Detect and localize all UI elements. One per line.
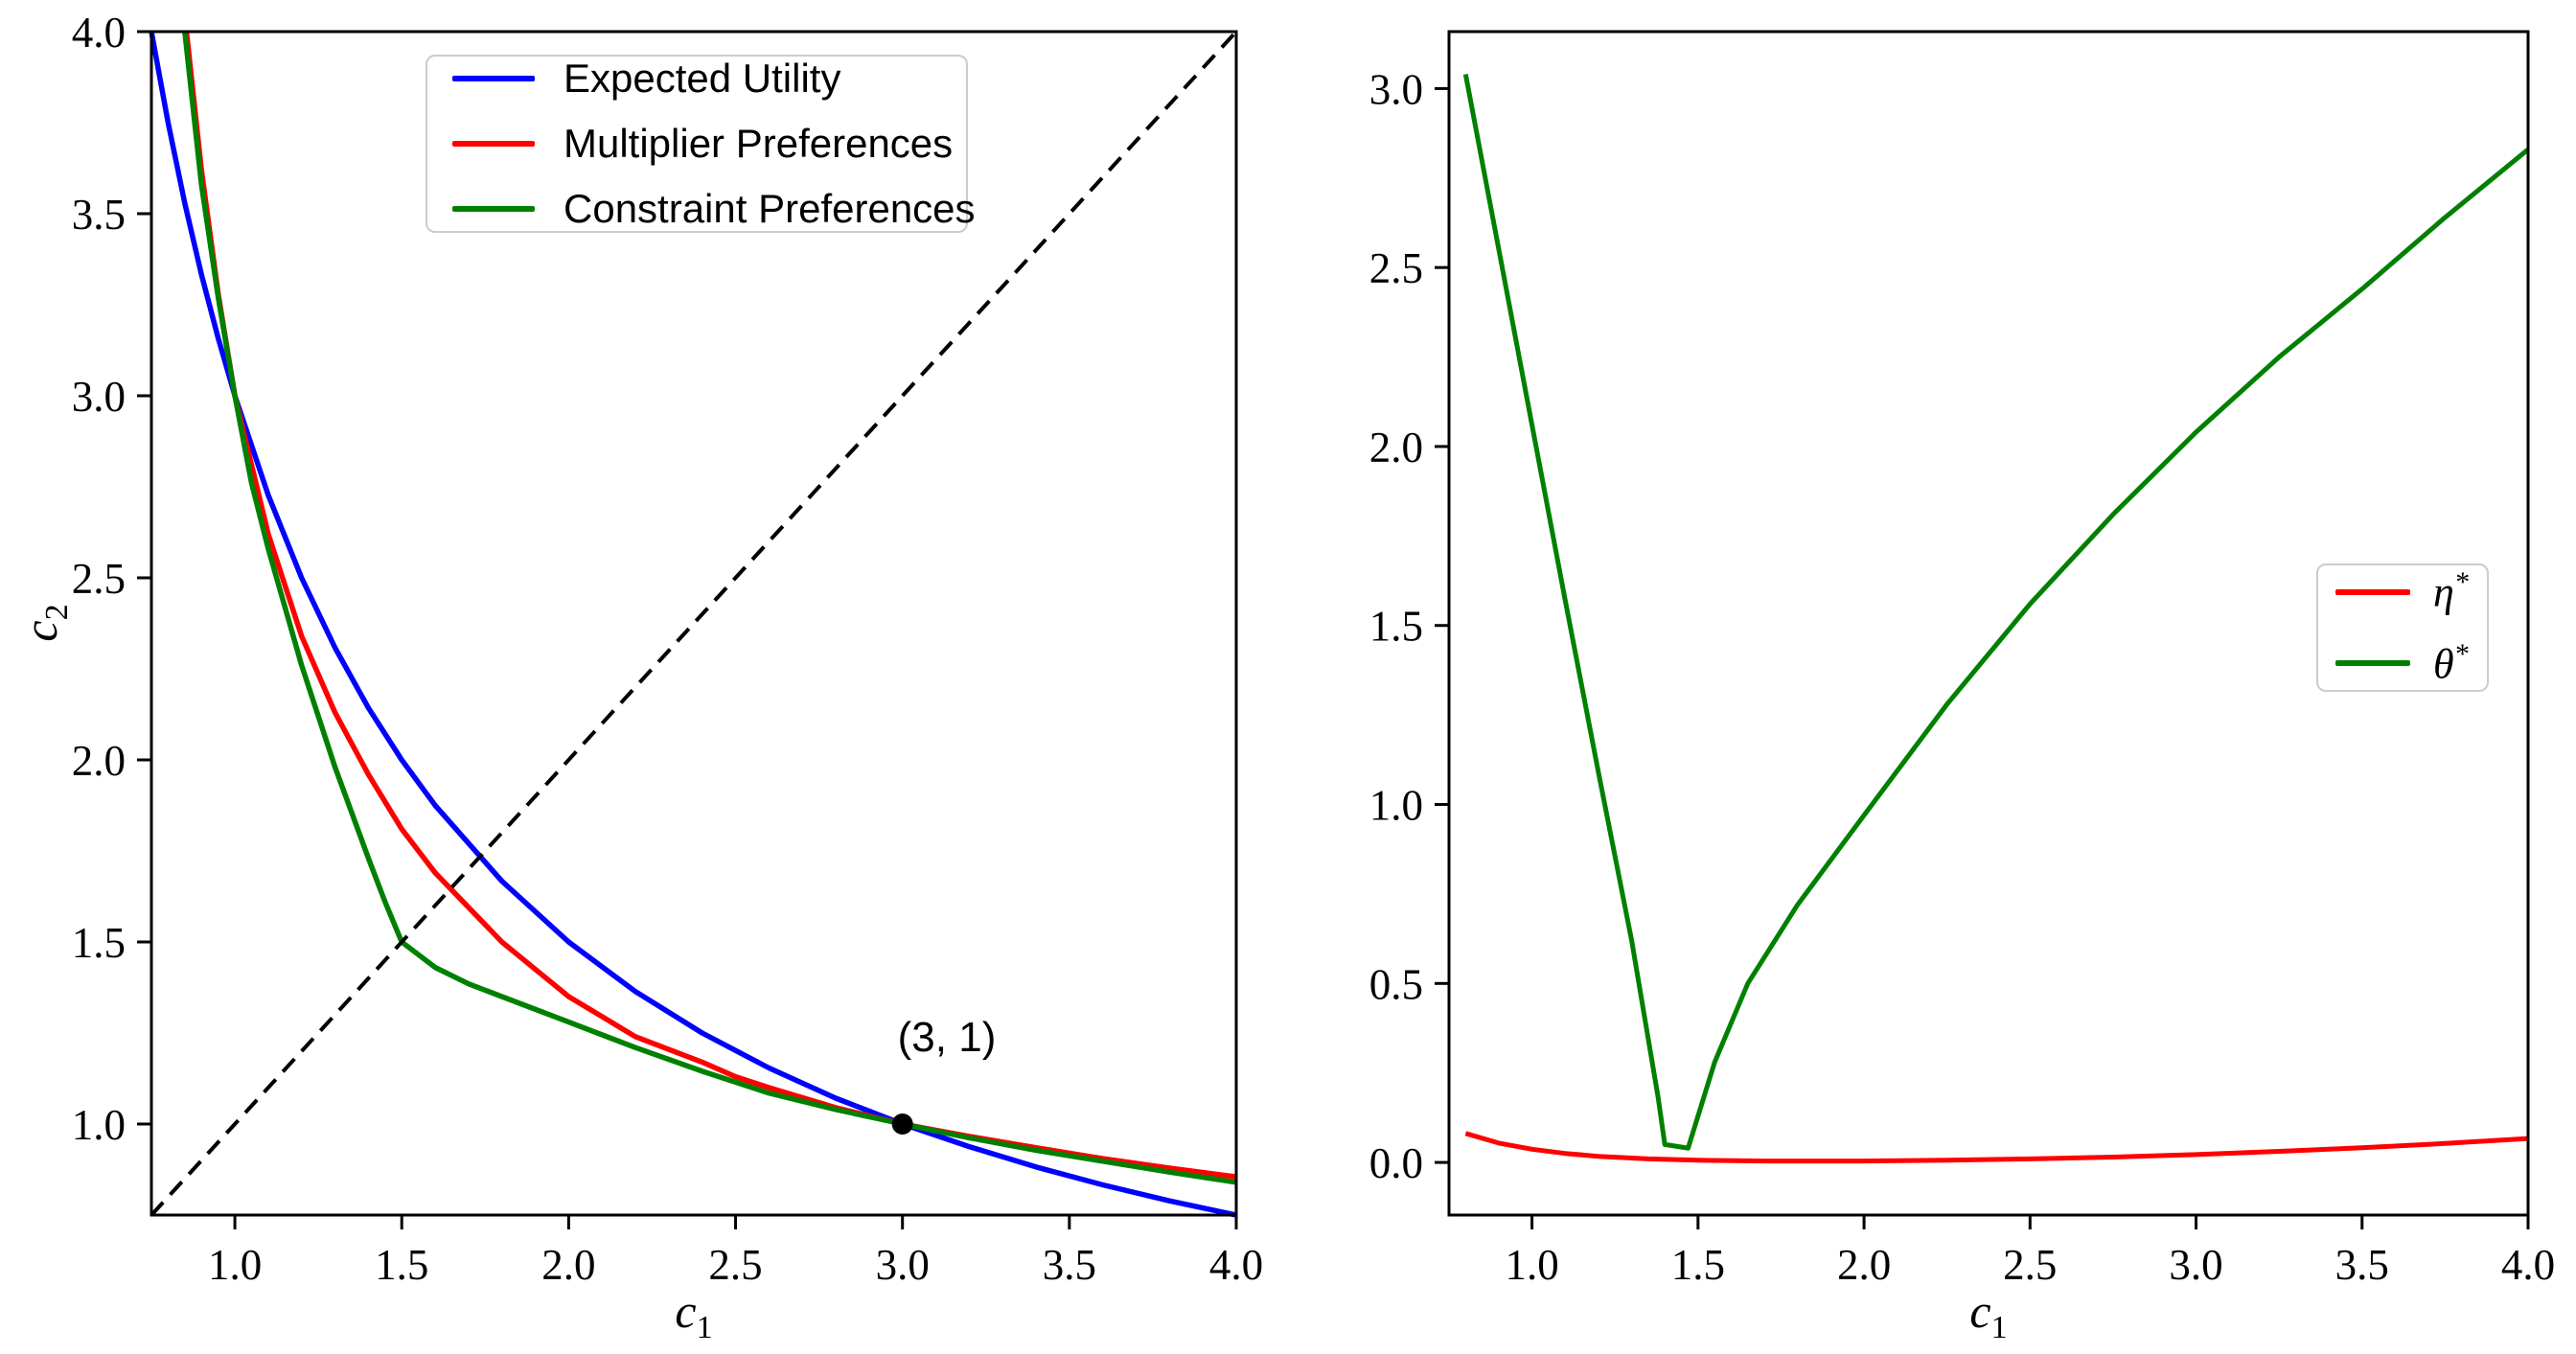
eta-star-line-sample xyxy=(2335,588,2410,595)
theta-star-line-sample xyxy=(2335,660,2410,667)
right-plot-xaxis-label: c1 xyxy=(1969,1284,2008,1345)
svg-text:3.0: 3.0 xyxy=(72,373,126,421)
svg-text:1.0: 1.0 xyxy=(208,1241,262,1289)
svg-text:1.5: 1.5 xyxy=(1369,603,1423,651)
right-plot-legend: η* θ* xyxy=(2316,563,2489,692)
svg-text:3.5: 3.5 xyxy=(1043,1241,1096,1289)
svg-text:0.0: 0.0 xyxy=(1369,1139,1423,1187)
legend-label: Multiplier Preferences xyxy=(564,121,954,166)
svg-text:3.5: 3.5 xyxy=(2335,1241,2389,1289)
svg-text:2.0: 2.0 xyxy=(1837,1241,1891,1289)
svg-text:3.0: 3.0 xyxy=(2169,1241,2222,1289)
svg-text:1.5: 1.5 xyxy=(72,919,126,967)
point-annotation: (3, 1) xyxy=(897,1014,997,1061)
svg-text:1.0: 1.0 xyxy=(1505,1241,1558,1289)
svg-text:4.0: 4.0 xyxy=(1209,1241,1263,1289)
legend-label: η* xyxy=(2433,566,2469,616)
svg-text:2.0: 2.0 xyxy=(72,737,126,785)
legend-label: Constraint Preferences xyxy=(564,186,976,231)
legend-label: Expected Utility xyxy=(564,56,841,101)
svg-text:3.0: 3.0 xyxy=(876,1241,930,1289)
svg-text:3.0: 3.0 xyxy=(1369,65,1423,113)
constraint-preferences-line-sample xyxy=(452,206,535,212)
svg-text:2.5: 2.5 xyxy=(708,1241,762,1289)
legend-item-eta-star: η* xyxy=(2335,566,2487,617)
legend-label: θ* xyxy=(2433,638,2469,688)
svg-text:1.5: 1.5 xyxy=(1671,1241,1725,1289)
left-plot-legend: Expected Utility Multiplier Preferences … xyxy=(426,55,976,233)
svg-text:2.0: 2.0 xyxy=(1369,424,1423,471)
legend-item-multiplier-preferences: Multiplier Preferences xyxy=(452,121,966,167)
left-plot-xaxis-label: c1 xyxy=(675,1284,713,1345)
svg-text:0.5: 0.5 xyxy=(1369,960,1423,1008)
svg-text:2.0: 2.0 xyxy=(541,1241,595,1289)
svg-text:1.0: 1.0 xyxy=(1369,782,1423,830)
svg-text:2.5: 2.5 xyxy=(2003,1241,2057,1289)
legend-item-theta-star: θ* xyxy=(2335,638,2487,689)
legend-item-constraint-preferences: Constraint Preferences xyxy=(452,186,976,232)
svg-text:2.5: 2.5 xyxy=(72,555,126,603)
svg-text:1.0: 1.0 xyxy=(72,1101,126,1149)
expected-utility-line-sample xyxy=(452,76,535,81)
svg-text:2.5: 2.5 xyxy=(1369,244,1423,292)
multiplier-preferences-line-sample xyxy=(452,141,535,147)
svg-text:1.5: 1.5 xyxy=(375,1241,428,1289)
svg-text:4.0: 4.0 xyxy=(2501,1241,2555,1289)
left-plot-yaxis-label: c2 xyxy=(13,604,75,642)
legend-item-expected-utility: Expected Utility xyxy=(452,56,966,102)
svg-text:3.5: 3.5 xyxy=(72,191,126,239)
svg-text:4.0: 4.0 xyxy=(72,9,126,57)
